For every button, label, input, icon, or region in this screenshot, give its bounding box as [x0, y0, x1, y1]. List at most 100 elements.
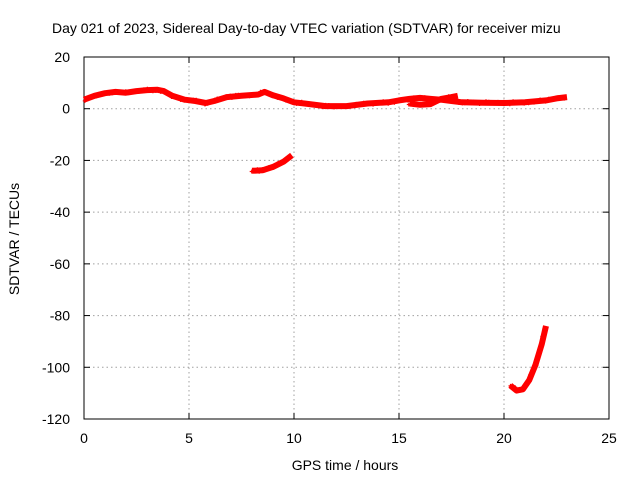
data-point	[535, 98, 540, 103]
data-point	[316, 102, 321, 107]
data-point	[439, 97, 444, 102]
data-point	[347, 104, 351, 109]
data-point	[167, 92, 172, 97]
data-point	[272, 163, 277, 168]
data-point	[562, 96, 567, 101]
data-point	[273, 93, 278, 98]
data-point	[102, 91, 107, 96]
x-tick-label: 0	[80, 430, 88, 446]
x-tick-label: 15	[391, 430, 407, 446]
data-point	[501, 99, 506, 104]
data-point	[299, 99, 304, 104]
data-point	[205, 101, 210, 106]
data-point	[275, 95, 280, 100]
data-point	[489, 100, 494, 105]
data-point	[444, 97, 449, 102]
data-point	[507, 102, 512, 107]
data-point	[332, 105, 336, 110]
data-point	[209, 100, 214, 105]
data-point	[386, 101, 391, 106]
data-point	[542, 327, 547, 331]
data-point	[82, 98, 87, 103]
data-point	[514, 389, 519, 394]
data-point	[425, 102, 430, 107]
data-point	[513, 99, 518, 104]
data-point	[436, 96, 441, 101]
data-point	[543, 99, 548, 104]
data-point	[275, 161, 280, 166]
data-point	[279, 95, 284, 100]
data-point	[540, 334, 545, 339]
data-point	[328, 104, 333, 109]
y-tick-label: -100	[42, 359, 70, 375]
data-point	[415, 101, 420, 106]
data-point	[533, 365, 538, 370]
x-axis-label: GPS time / hours	[292, 457, 399, 473]
data-point	[383, 99, 388, 104]
data-point	[261, 89, 266, 94]
data-point	[283, 98, 288, 103]
data-point	[356, 102, 361, 107]
data-point	[377, 100, 382, 105]
data-point	[532, 100, 536, 105]
data-point	[176, 95, 181, 100]
data-point	[255, 93, 260, 98]
data-point	[371, 102, 376, 107]
data-point	[141, 87, 146, 92]
data-point	[556, 95, 561, 100]
data-point	[229, 95, 234, 100]
data-point	[499, 101, 504, 106]
plot-frame	[83, 56, 610, 420]
data-point	[412, 101, 417, 105]
data-point	[239, 93, 244, 98]
data-point	[123, 89, 128, 94]
y-tick-label: -80	[50, 308, 70, 324]
data-point	[163, 90, 168, 95]
data-point	[538, 97, 543, 102]
data-point	[320, 105, 325, 110]
data-point	[89, 94, 94, 99]
data-point	[524, 383, 529, 387]
data-point	[432, 99, 437, 104]
y-tick-label: 20	[54, 49, 70, 65]
data-point	[155, 88, 160, 93]
data-point	[236, 92, 241, 97]
data-point	[83, 96, 88, 101]
data-point	[257, 169, 262, 174]
data-point	[441, 96, 446, 101]
data-point	[559, 95, 564, 100]
data-point	[288, 156, 293, 161]
data-point	[116, 89, 121, 94]
data-point	[283, 158, 288, 163]
y-axis-label: SDTVAR / TECUs	[6, 183, 22, 295]
grid-lines	[84, 57, 609, 419]
data-point	[305, 101, 310, 106]
data-point	[297, 101, 302, 106]
data-point	[516, 100, 521, 105]
data-point	[105, 90, 110, 95]
data-point	[255, 167, 260, 172]
data-point	[289, 99, 294, 104]
data-point	[526, 101, 531, 106]
data-point	[401, 97, 406, 102]
data-point	[361, 100, 366, 105]
x-tick-label: 10	[286, 430, 302, 446]
data-point	[139, 88, 144, 93]
data-point	[212, 97, 217, 102]
data-point	[509, 384, 514, 389]
tick-labels: 0 5 10 15 20 25 20 0 -20 -40 -60 -80 -100 -120	[42, 49, 617, 446]
y-tick-label: -60	[50, 256, 70, 272]
data-point	[147, 88, 152, 93]
data-point	[94, 94, 99, 99]
data-point	[200, 101, 205, 106]
data-point	[174, 94, 179, 99]
data-point	[527, 376, 532, 381]
data-point	[182, 98, 187, 103]
data-point	[350, 102, 355, 107]
data-point	[542, 331, 547, 336]
data-point	[535, 355, 540, 360]
data-point	[396, 97, 401, 102]
data-point	[517, 388, 522, 393]
data-point	[465, 99, 470, 103]
